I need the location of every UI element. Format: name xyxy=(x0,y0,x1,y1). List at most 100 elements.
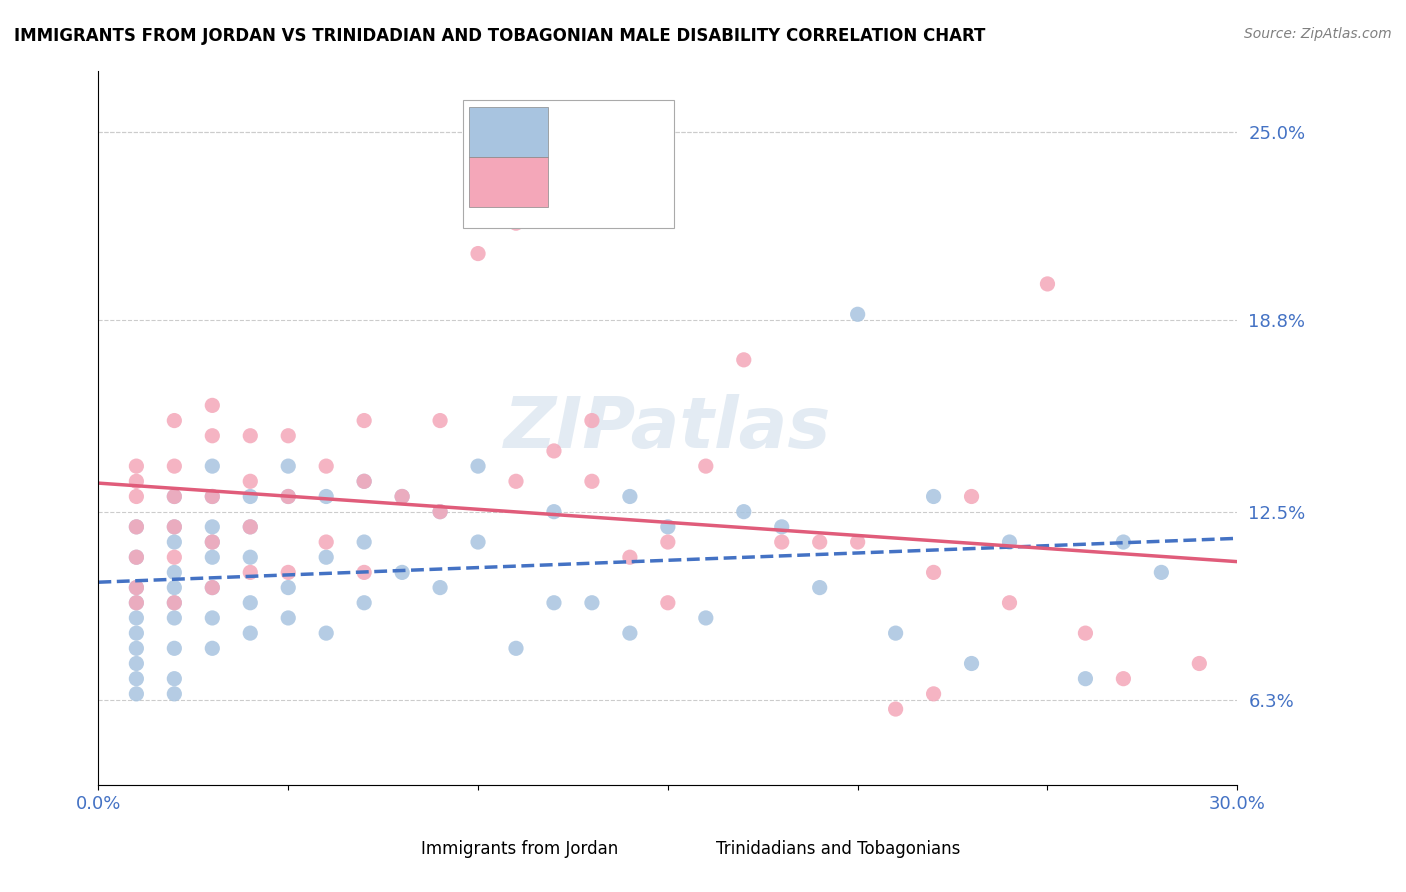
Trinidadians and Tobagonians xyxy=(922,687,945,701)
Immigrants from Jordan xyxy=(201,581,224,595)
Trinidadians and Tobagonians xyxy=(239,475,262,489)
Text: -0.222: -0.222 xyxy=(537,169,595,187)
Immigrants from Jordan xyxy=(239,550,262,565)
Immigrants from Jordan xyxy=(884,626,907,640)
Immigrants from Jordan xyxy=(846,307,869,321)
Immigrants from Jordan xyxy=(125,596,148,610)
Immigrants from Jordan xyxy=(277,581,299,595)
Immigrants from Jordan xyxy=(429,505,451,519)
Trinidadians and Tobagonians xyxy=(808,535,831,549)
Immigrants from Jordan xyxy=(125,687,148,701)
Trinidadians and Tobagonians xyxy=(239,520,262,534)
Immigrants from Jordan xyxy=(239,626,262,640)
Text: N =: N = xyxy=(571,120,612,137)
FancyBboxPatch shape xyxy=(468,107,548,157)
Immigrants from Jordan xyxy=(163,641,186,656)
Text: Immigrants from Jordan: Immigrants from Jordan xyxy=(422,840,619,858)
Immigrants from Jordan xyxy=(125,641,148,656)
Immigrants from Jordan xyxy=(391,566,413,580)
Trinidadians and Tobagonians xyxy=(467,246,489,260)
Immigrants from Jordan xyxy=(201,520,224,534)
Immigrants from Jordan xyxy=(125,550,148,565)
Immigrants from Jordan xyxy=(163,581,186,595)
Immigrants from Jordan xyxy=(1074,672,1097,686)
Trinidadians and Tobagonians xyxy=(201,490,224,504)
Immigrants from Jordan xyxy=(163,520,186,534)
Trinidadians and Tobagonians xyxy=(163,550,186,565)
Trinidadians and Tobagonians xyxy=(125,550,148,565)
Text: R = -0.222   N = 56: R = -0.222 N = 56 xyxy=(485,169,662,187)
Immigrants from Jordan xyxy=(467,535,489,549)
Text: 56: 56 xyxy=(612,169,634,187)
Immigrants from Jordan xyxy=(125,611,148,625)
Text: R =: R = xyxy=(489,169,529,187)
Trinidadians and Tobagonians xyxy=(657,596,679,610)
Trinidadians and Tobagonians xyxy=(163,413,186,427)
Immigrants from Jordan xyxy=(125,657,148,671)
Trinidadians and Tobagonians xyxy=(277,490,299,504)
Immigrants from Jordan xyxy=(277,490,299,504)
Trinidadians and Tobagonians xyxy=(391,490,413,504)
Trinidadians and Tobagonians xyxy=(125,520,148,534)
Immigrants from Jordan xyxy=(163,611,186,625)
Trinidadians and Tobagonians xyxy=(201,398,224,412)
Immigrants from Jordan xyxy=(619,490,641,504)
Trinidadians and Tobagonians xyxy=(960,490,983,504)
Immigrants from Jordan xyxy=(619,626,641,640)
Text: R =  0.086   N = 69: R = 0.086 N = 69 xyxy=(485,120,661,137)
Immigrants from Jordan xyxy=(391,490,413,504)
Immigrants from Jordan xyxy=(277,611,299,625)
Trinidadians and Tobagonians xyxy=(619,550,641,565)
Immigrants from Jordan xyxy=(770,520,793,534)
Trinidadians and Tobagonians xyxy=(657,535,679,549)
Immigrants from Jordan xyxy=(353,596,375,610)
Trinidadians and Tobagonians xyxy=(125,581,148,595)
Trinidadians and Tobagonians xyxy=(770,535,793,549)
Immigrants from Jordan xyxy=(922,490,945,504)
Trinidadians and Tobagonians xyxy=(125,490,148,504)
Immigrants from Jordan xyxy=(1150,566,1173,580)
Immigrants from Jordan xyxy=(429,581,451,595)
Immigrants from Jordan xyxy=(125,626,148,640)
Immigrants from Jordan xyxy=(808,581,831,595)
Immigrants from Jordan xyxy=(163,490,186,504)
Trinidadians and Tobagonians xyxy=(429,413,451,427)
Trinidadians and Tobagonians xyxy=(201,429,224,443)
Trinidadians and Tobagonians xyxy=(505,475,527,489)
Trinidadians and Tobagonians xyxy=(1074,626,1097,640)
Trinidadians and Tobagonians xyxy=(239,566,262,580)
Text: Trinidadians and Tobagonians: Trinidadians and Tobagonians xyxy=(717,840,960,858)
Immigrants from Jordan xyxy=(163,596,186,610)
Trinidadians and Tobagonians xyxy=(315,535,337,549)
Immigrants from Jordan xyxy=(125,581,148,595)
Immigrants from Jordan xyxy=(163,687,186,701)
Trinidadians and Tobagonians xyxy=(998,596,1021,610)
Immigrants from Jordan xyxy=(1112,535,1135,549)
Trinidadians and Tobagonians xyxy=(581,475,603,489)
Trinidadians and Tobagonians xyxy=(581,413,603,427)
Immigrants from Jordan xyxy=(201,535,224,549)
Text: N =: N = xyxy=(571,169,612,187)
Trinidadians and Tobagonians xyxy=(163,520,186,534)
Immigrants from Jordan xyxy=(695,611,717,625)
Trinidadians and Tobagonians xyxy=(695,459,717,474)
Trinidadians and Tobagonians xyxy=(239,429,262,443)
Immigrants from Jordan xyxy=(998,535,1021,549)
Immigrants from Jordan xyxy=(315,550,337,565)
Immigrants from Jordan xyxy=(581,596,603,610)
Trinidadians and Tobagonians xyxy=(429,505,451,519)
Immigrants from Jordan xyxy=(201,611,224,625)
Immigrants from Jordan xyxy=(239,596,262,610)
FancyBboxPatch shape xyxy=(468,157,548,207)
Trinidadians and Tobagonians xyxy=(163,490,186,504)
Trinidadians and Tobagonians xyxy=(353,566,375,580)
Trinidadians and Tobagonians xyxy=(543,444,565,458)
Trinidadians and Tobagonians xyxy=(125,475,148,489)
Immigrants from Jordan xyxy=(960,657,983,671)
Immigrants from Jordan xyxy=(467,459,489,474)
Trinidadians and Tobagonians xyxy=(1188,657,1211,671)
Text: IMMIGRANTS FROM JORDAN VS TRINIDADIAN AND TOBAGONIAN MALE DISABILITY CORRELATION: IMMIGRANTS FROM JORDAN VS TRINIDADIAN AN… xyxy=(14,27,986,45)
Trinidadians and Tobagonians xyxy=(125,459,148,474)
Immigrants from Jordan xyxy=(543,505,565,519)
Immigrants from Jordan xyxy=(163,672,186,686)
